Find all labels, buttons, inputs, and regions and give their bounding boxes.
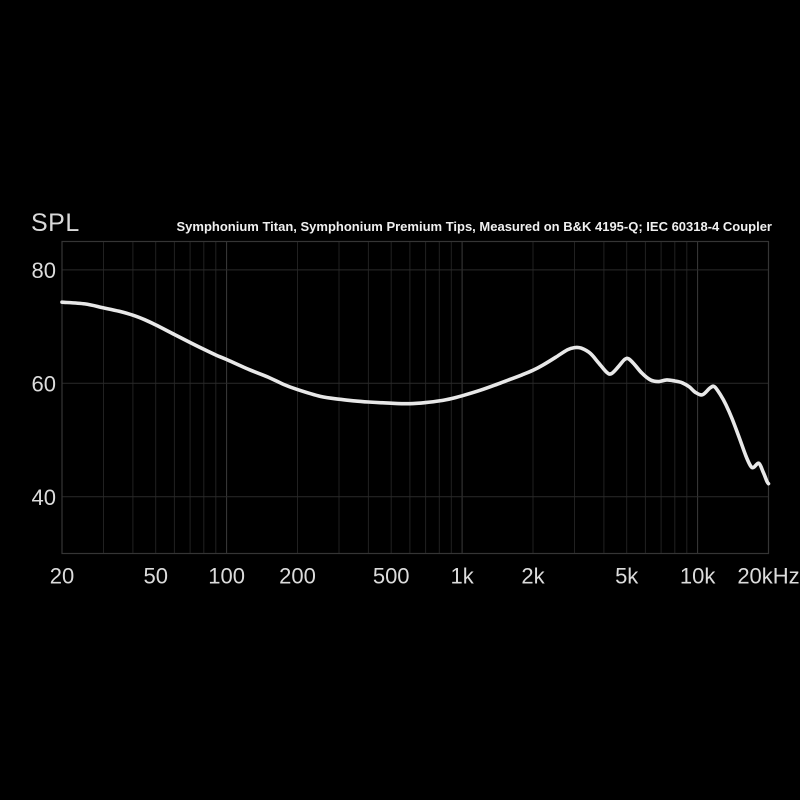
x-tick-label: 10k (680, 564, 716, 589)
x-tick-label: 2k (521, 564, 545, 589)
x-tick-label: 50 (143, 564, 167, 589)
x-tick-label: 100 (208, 564, 245, 589)
y-tick-label: 40 (32, 485, 56, 510)
fr-curve (60, 300, 771, 486)
y-tick-label: 60 (32, 371, 56, 396)
x-tick-label: 200 (279, 564, 316, 589)
x-tick-label: 1k (450, 564, 474, 589)
x-tick-label: 20 (50, 564, 74, 589)
chart-title: Symphonium Titan, Symphonium Premium Tip… (176, 219, 772, 234)
x-tick-label: 20kHz (737, 564, 799, 589)
x-tick-label: 500 (373, 564, 410, 589)
y-axis-title: SPL (31, 209, 80, 237)
x-tick-label: 5k (615, 564, 639, 589)
plot-border (61, 240, 770, 555)
y-tick-label: 80 (32, 258, 56, 283)
